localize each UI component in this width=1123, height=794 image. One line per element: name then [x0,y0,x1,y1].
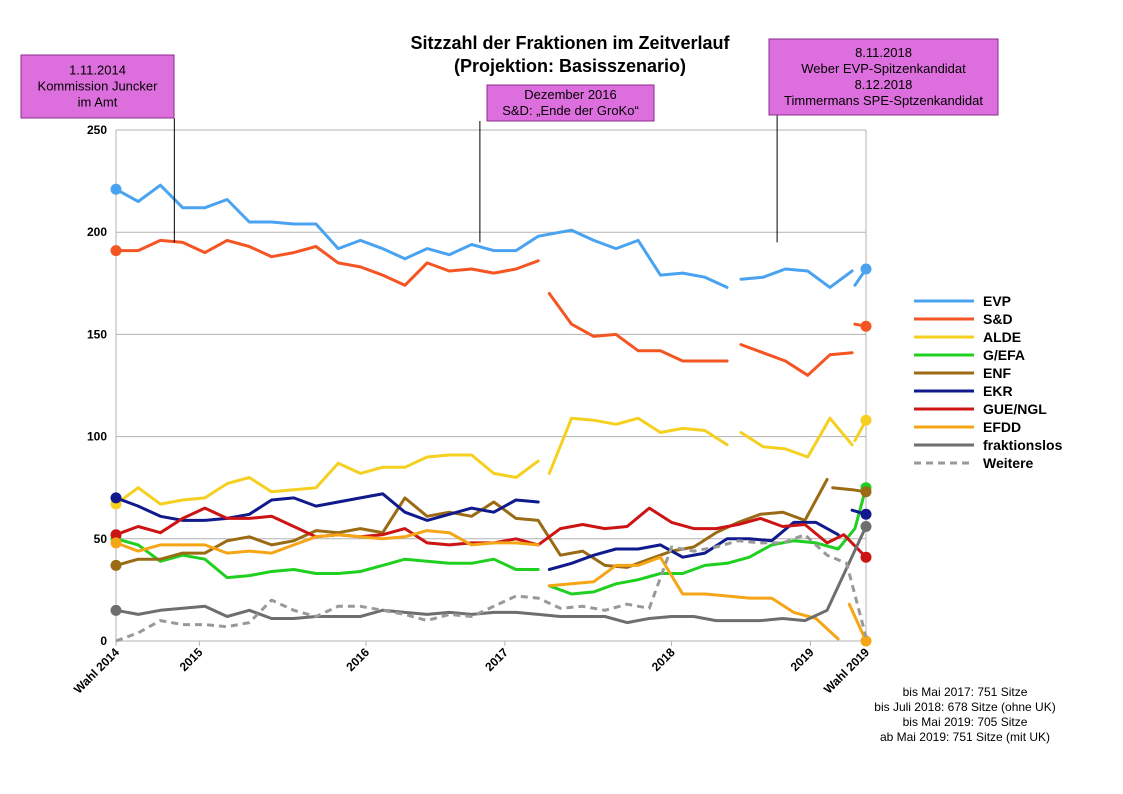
annotation-text: 1.11.2014 [69,63,126,78]
legend-item: GUE/NGL [914,401,1047,417]
end-marker [860,414,872,426]
end-marker [860,551,872,563]
chart-title: Sitzzahl der Fraktionen im Zeitverlauf [410,33,730,53]
y-tick-label: 0 [100,634,107,648]
series-weitere [115,533,868,643]
note-line: bis Mai 2019: 705 Sitze [902,715,1028,729]
legend-item: fraktionslos [914,437,1063,453]
series-line [547,486,868,596]
y-tick-label: 100 [87,430,107,444]
series-line [739,416,854,459]
series-line [114,525,868,625]
series-line [114,478,829,569]
series-line [114,492,540,522]
end-marker [860,486,872,498]
legend-label: Weitere [983,455,1034,471]
series-line [739,343,854,377]
series-line [114,238,540,287]
end-marker [860,635,872,647]
x-tick-label: 2019 [788,645,817,674]
series-s-d [110,238,872,377]
grid-lines [116,129,866,642]
legend: EVP S&D ALDE G/EFA ENF EKR GUE/NGL EFDD fraktion… [914,293,1063,471]
start-marker [110,537,122,549]
series-fraktionslos [110,521,872,625]
series-line [547,555,840,641]
legend-label: ALDE [983,329,1021,345]
legend-item: EFDD [914,419,1021,435]
series-line [114,537,540,580]
legend-item: ALDE [914,329,1021,345]
annotation-text: Dezember 2016 [524,87,617,102]
end-marker [860,263,872,275]
series-line [547,228,729,289]
start-marker [110,604,122,616]
annotation-text: Timmermans SPE-Sptzenkandidat [784,93,983,108]
note-line: ab Mai 2019: 751 Sitze (mit UK) [879,730,1051,744]
legend-item: G/EFA [914,347,1025,363]
x-tick-label: 2018 [649,645,678,674]
x-tick-label: Wahl 2014 [71,645,122,696]
series-lines [110,183,872,647]
annotation-text: 8.12.2018 [855,77,913,92]
end-marker [860,320,872,332]
end-marker [860,508,872,520]
legend-label: S&D [983,311,1013,327]
series-enf [110,478,872,571]
y-tick-label: 200 [87,225,107,239]
annotation-background [20,54,175,119]
legend-label: ENF [983,365,1011,381]
series-line [847,602,868,643]
legend-label: EVP [983,293,1011,309]
y-tick-label: 50 [94,532,108,546]
x-tick-label: 2017 [482,645,511,674]
annotation-text: 8.11.2018 [855,45,912,60]
series-line [114,183,551,261]
series-evp [110,183,872,289]
annotation-text: Weber EVP-Spitzenkandidat [801,61,966,76]
y-tick-label: 250 [87,123,107,137]
annotation-text: im Amt [78,95,118,110]
start-marker [110,559,122,571]
start-marker [110,529,122,541]
start-marker [110,492,122,504]
note-line: bis Mai 2017: 751 Sitze [902,685,1028,699]
chart-subtitle: (Projektion: Basisszenario) [454,56,686,76]
legend-label: EKR [983,383,1013,399]
series-efdd [110,529,872,647]
series-line [547,416,729,475]
end-marker [860,521,872,533]
series-line [114,529,540,555]
start-marker [110,245,122,257]
legend-label: EFDD [983,419,1021,435]
y-tick-label: 150 [87,327,107,341]
start-marker [110,183,122,195]
x-tick-label: 2016 [343,645,372,674]
seat-notes: bis Mai 2017: 751 Sitze bis Juli 2018: 6… [842,685,1088,745]
legend-item: EVP [914,293,1011,309]
annotation-text: S&D: „Ende der GroKo“ [502,103,639,118]
legend-item: Weitere [914,455,1034,471]
legend-label: G/EFA [983,347,1025,363]
legend-label: fraktionslos [983,437,1063,453]
legend-item: ENF [914,365,1011,381]
series-line [739,267,854,289]
note-line: bis Juli 2018: 678 Sitze (ohne UK) [874,700,1056,714]
series-line [114,453,540,506]
x-tick-label: 2015 [177,645,206,674]
legend-label: GUE/NGL [983,401,1047,417]
legend-item: EKR [914,383,1013,399]
series-line [547,292,729,363]
annotation-text: Kommission Juncker [38,79,159,94]
legend-item: S&D [914,311,1013,327]
annotation-background [486,84,655,122]
series-alde [110,414,872,510]
annotation-background [768,38,999,116]
series-line [115,533,868,643]
